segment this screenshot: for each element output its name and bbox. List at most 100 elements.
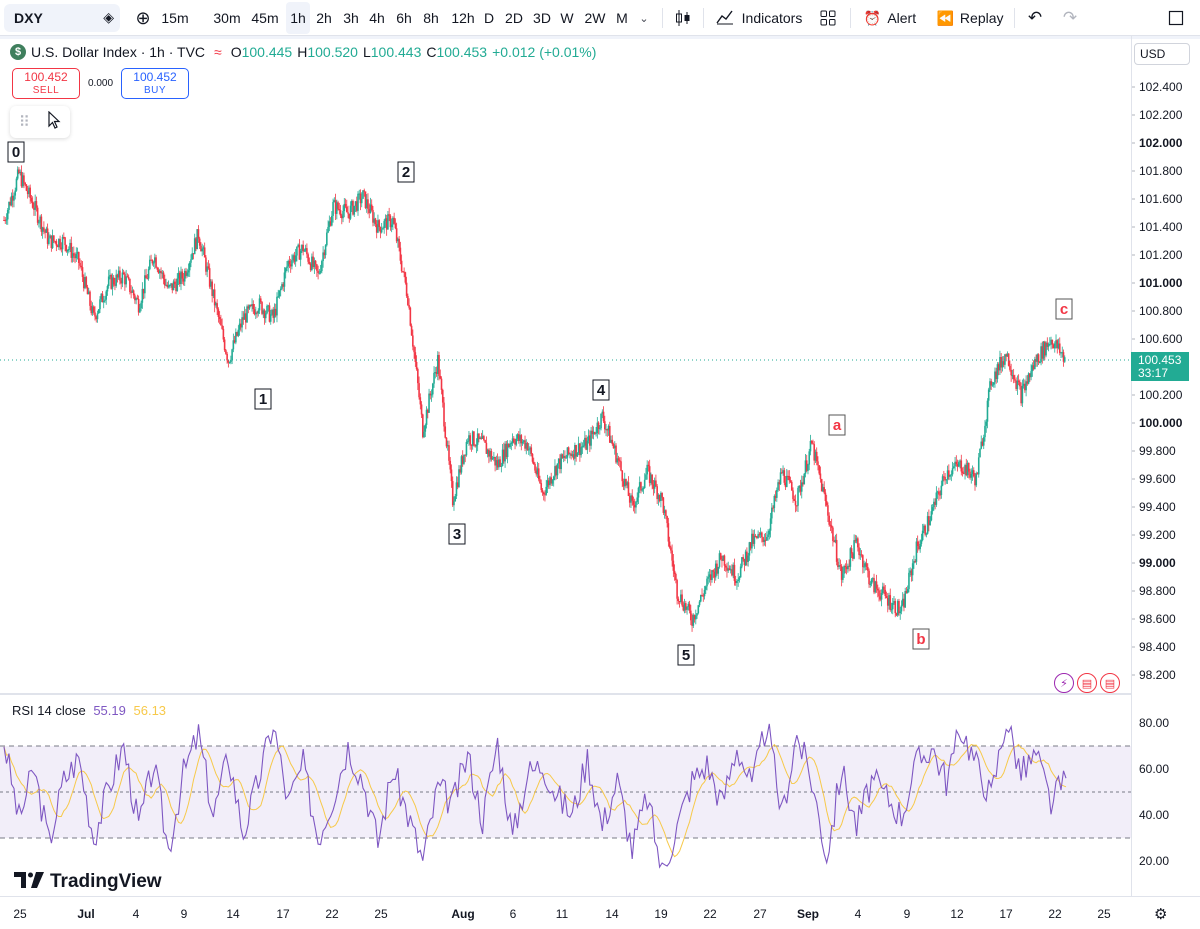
candle-body: [16, 169, 19, 179]
wave-label-0[interactable]: 0: [7, 141, 25, 163]
compare-gem-icon[interactable]: ◈: [103, 9, 114, 25]
timeframe-2h[interactable]: 2h: [316, 10, 332, 26]
candle-body: [840, 566, 843, 580]
cursor-arrow-icon[interactable]: [47, 110, 61, 133]
candle-body: [221, 325, 223, 329]
timeframe-4h[interactable]: 4h: [369, 10, 385, 26]
candle-body: [804, 460, 807, 474]
tradingview-logo[interactable]: TradingView: [14, 871, 162, 893]
timeframe-W[interactable]: W: [560, 10, 574, 26]
timeframe-6h[interactable]: 6h: [396, 10, 412, 26]
candle-body: [159, 271, 161, 274]
candle-body: [282, 284, 285, 287]
candle-body: [617, 458, 620, 461]
candle-body: [671, 550, 673, 561]
candle-body: [208, 268, 211, 287]
timeframe-M[interactable]: M: [616, 10, 628, 26]
buy-button[interactable]: 100.452 BUY: [121, 68, 189, 99]
lightning-event-icon[interactable]: ⚡: [1054, 673, 1074, 693]
candle-body: [30, 198, 33, 202]
candle-body: [362, 190, 364, 199]
candle-body: [308, 261, 311, 264]
timeframe-3h[interactable]: 3h: [343, 10, 359, 26]
candle-body: [880, 593, 883, 600]
candle-body: [410, 325, 413, 336]
candle-body: [110, 274, 112, 289]
candle-body: [131, 290, 134, 293]
redo-icon[interactable]: ↷: [1062, 8, 1078, 27]
timeframe-2D[interactable]: 2D: [505, 10, 523, 26]
candle-body: [625, 478, 627, 486]
candle-body: [428, 393, 430, 413]
candle-body: [807, 464, 809, 471]
wave-label-5[interactable]: 5: [677, 644, 695, 666]
candle-body: [773, 495, 776, 509]
fullscreen-icon[interactable]: [1163, 0, 1189, 36]
candle-body: [105, 291, 108, 300]
wave-label-4[interactable]: 4: [592, 379, 610, 401]
timeframe-D[interactable]: D: [483, 10, 495, 26]
candle-body: [9, 201, 12, 206]
tv-logo-icon: [14, 871, 44, 893]
candle-body: [1009, 365, 1011, 370]
timeframe-3D[interactable]: 3D: [533, 10, 551, 26]
candle-body: [716, 563, 718, 574]
sell-button[interactable]: 100.452 SELL: [12, 68, 80, 99]
timeframe-1h[interactable]: 1h: [286, 2, 310, 34]
indicators-button[interactable]: Indicators: [714, 0, 804, 36]
add-symbol-icon[interactable]: ⊕: [135, 7, 151, 28]
candle-body: [1055, 340, 1057, 344]
candle-body: [889, 595, 892, 610]
wave-label-c[interactable]: c: [1055, 298, 1073, 320]
candle-body: [542, 492, 545, 495]
candle-body: [844, 566, 847, 568]
time-axis[interactable]: [0, 896, 1200, 929]
candle-body: [10, 195, 13, 206]
wave-label-a[interactable]: a: [828, 414, 846, 436]
wave-label-2[interactable]: 2: [397, 161, 415, 183]
settings-gear-icon[interactable]: ⚙: [1154, 906, 1168, 923]
candle-style-icon[interactable]: [672, 0, 694, 36]
candle-body: [974, 476, 976, 486]
candle-body: [778, 482, 781, 485]
replay-button[interactable]: ⏪ Replay: [936, 9, 1004, 27]
candle-body: [822, 487, 824, 492]
wave-label-1[interactable]: 1: [254, 388, 272, 410]
candle-body: [881, 586, 884, 594]
currency-select[interactable]: USD: [1134, 43, 1190, 65]
candle-body: [284, 268, 287, 273]
wave-label-b[interactable]: b: [912, 628, 930, 650]
us-flag-event-icon[interactable]: ▤: [1100, 673, 1120, 693]
layout-grid-icon[interactable]: [817, 0, 839, 36]
candle-body: [567, 447, 570, 454]
us-flag-event-icon[interactable]: ▤: [1077, 673, 1097, 693]
candle-body: [358, 193, 361, 195]
candle-body: [291, 260, 293, 267]
candle-body: [35, 201, 38, 208]
rsi-legend[interactable]: RSI 14 close 55.19 56.13: [12, 703, 166, 718]
drawing-toolbar[interactable]: ⠿: [10, 106, 70, 138]
timeframe-12h[interactable]: 12h: [451, 10, 475, 26]
candle-body: [630, 495, 632, 503]
alert-button[interactable]: ⏰ Alert: [863, 9, 917, 27]
timeframe-30m[interactable]: 30m: [213, 10, 241, 26]
wave-label-3[interactable]: 3: [448, 523, 466, 545]
symbol-search[interactable]: DXY ◈: [4, 4, 120, 32]
timeframe-2W[interactable]: 2W: [584, 10, 606, 26]
chevron-down-icon[interactable]: ⌄: [639, 12, 649, 25]
undo-icon[interactable]: ↶: [1027, 8, 1043, 27]
candle-body: [830, 525, 833, 528]
drag-handle-icon[interactable]: ⠿: [18, 114, 30, 131]
timeframe-15m[interactable]: 15m: [161, 10, 189, 26]
candle-body: [819, 473, 822, 479]
candle-body: [556, 463, 559, 476]
candle-body: [397, 238, 399, 242]
price-scale[interactable]: [1131, 36, 1200, 896]
timeframe-8h[interactable]: 8h: [423, 10, 439, 26]
candle-body: [690, 610, 692, 621]
candle-body: [962, 473, 965, 475]
timeframe-45m[interactable]: 45m: [251, 10, 279, 26]
chart-legend[interactable]: $ U.S. Dollar Index · 1h · TVC ≈ O 100.4…: [10, 44, 596, 60]
candle-body: [759, 532, 762, 535]
